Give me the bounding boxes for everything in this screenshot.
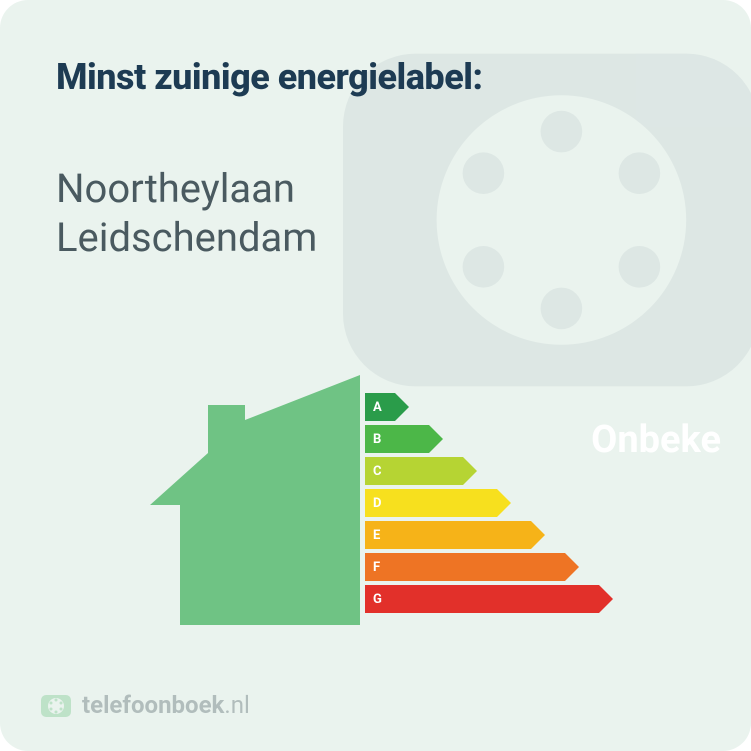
footer: telefoonboek.nl [40, 689, 250, 721]
energy-bar-label: C [373, 464, 382, 479]
energy-bar-label: A [373, 400, 382, 415]
energy-label-card: Minst zuinige energielabel: Noortheylaan… [0, 0, 751, 751]
result-badge: Onbeke [535, 400, 751, 480]
footer-brand-name: telefoonboek [82, 691, 224, 719]
energy-label-diagram: A B C D E F G [150, 375, 570, 635]
address-line-2: Leidschendam [56, 214, 317, 263]
card-title: Minst zuinige energielabel: [56, 56, 482, 98]
energy-bar-label: D [373, 496, 381, 511]
footer-brand-tld: .nl [224, 691, 249, 719]
house-icon [150, 375, 360, 635]
footer-logo-icon [40, 689, 72, 721]
energy-bar-label: F [373, 560, 380, 575]
footer-brand: telefoonboek.nl [82, 691, 250, 719]
address-line-1: Noortheylaan [56, 165, 317, 214]
result-badge-text: Onbeke [591, 418, 721, 462]
address-block: Noortheylaan Leidschendam [56, 165, 317, 263]
energy-bar-label: G [373, 592, 382, 607]
energy-bar-label: E [373, 528, 380, 543]
energy-bar-label: B [373, 432, 381, 447]
